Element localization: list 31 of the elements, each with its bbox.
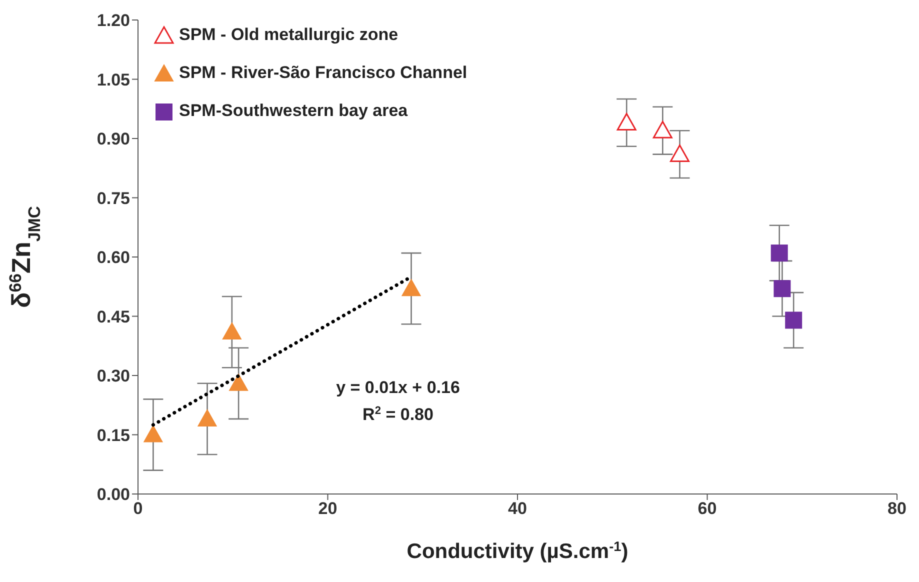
- y-tick-label: 0.00: [96, 485, 130, 504]
- legend-label: SPM - Old metallurgic zone: [179, 25, 398, 45]
- x-tick-label: 60: [698, 499, 717, 518]
- point: [229, 374, 248, 391]
- point: [774, 280, 791, 298]
- point: [652, 120, 672, 138]
- x-tick-label: 20: [318, 499, 338, 518]
- point: [144, 425, 163, 442]
- x-tick-label: 40: [508, 499, 527, 518]
- annotation: R$^{2}$ = 0.80: [362, 405, 434, 424]
- y-tick-label: 0.15: [96, 426, 130, 445]
- legend-label: SPM - River-São Francisco Channel: [179, 63, 468, 83]
- point: [670, 144, 690, 162]
- x-tick-label: 80: [888, 499, 906, 518]
- point: [222, 322, 242, 340]
- legend-label: SPM-Southwestern bay area: [179, 101, 408, 121]
- y-tick-label: 0.30: [96, 366, 130, 386]
- y-tick-label: 0.60: [96, 248, 130, 268]
- y-tick-label: 1.20: [96, 11, 130, 30]
- point: [198, 409, 217, 426]
- x-axis-title: Conductivity (µS.cm$^{-1}$): [406, 538, 628, 563]
- point: [616, 112, 636, 130]
- y-tick-label: 0.90: [96, 130, 130, 149]
- x-tick-label: 0: [133, 499, 143, 518]
- y-tick-label: 0.75: [96, 188, 130, 208]
- y-tick-label: 1.05: [96, 70, 130, 90]
- point: [402, 279, 421, 296]
- y-tick-label: 0.45: [96, 307, 130, 326]
- point: [770, 244, 788, 262]
- annotation: y = 0.01x + 0.16: [336, 378, 460, 397]
- point: [785, 312, 802, 329]
